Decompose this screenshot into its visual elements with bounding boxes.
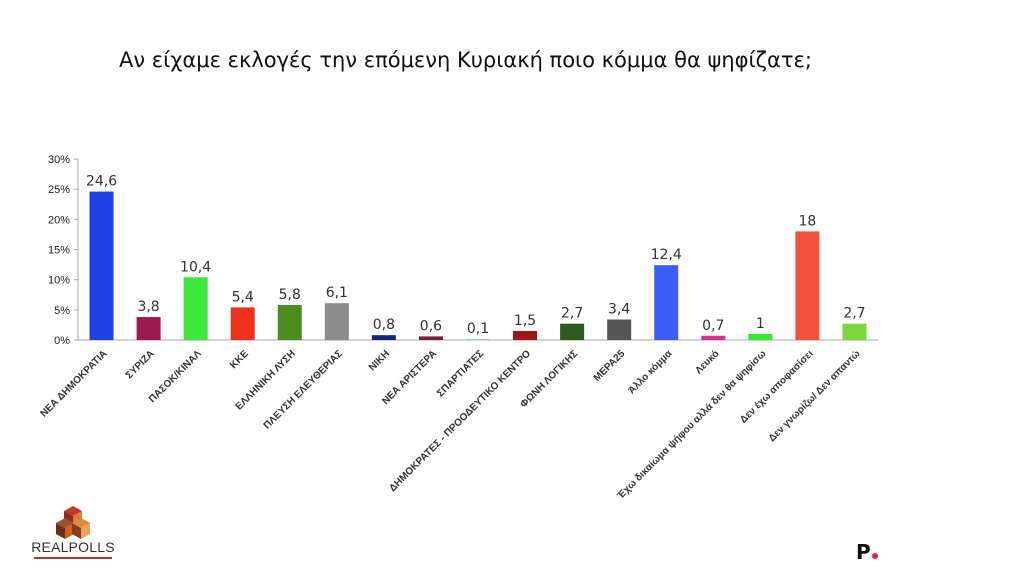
x-tick-label: ΝΙΚΗ [367, 348, 392, 373]
data-label: 5,4 [232, 289, 254, 305]
y-tick-label: 15% [48, 245, 70, 257]
brand-dot [871, 553, 878, 559]
brand-letter: P [856, 540, 871, 564]
data-label: 1,5 [514, 313, 536, 329]
x-tick-label: ΣΠΑΡΤΙΑΤΕΣ [435, 348, 486, 399]
bar [324, 303, 349, 340]
data-label: 1 [756, 316, 765, 332]
x-tick-label: ΚΚΕ [228, 348, 251, 371]
data-label: 0,8 [373, 317, 395, 333]
data-label: 2,7 [843, 306, 865, 322]
x-tick-label: Δεν γνωρίζω/ Δεν απαντώ [767, 348, 863, 444]
data-label: 10,4 [180, 259, 211, 275]
bar [748, 333, 773, 340]
y-tick-label: 30% [48, 154, 70, 166]
data-label: 3,4 [608, 301, 630, 317]
bar [418, 336, 443, 340]
data-label: 0,7 [702, 318, 724, 334]
x-tick-label: ΜΕΡΑ25 [592, 348, 628, 384]
bar [795, 231, 820, 340]
realpolls-cube-icon [56, 506, 90, 539]
x-tick-label: ΝΕΑ ΔΗΜΟΚΡΑΤΙΑ [38, 348, 109, 419]
bar [607, 319, 632, 340]
y-tick-label: 0% [54, 335, 70, 347]
bar [89, 191, 114, 340]
logo-underline [34, 557, 112, 559]
bar [230, 307, 255, 340]
data-label: 6,1 [326, 285, 348, 301]
bar [654, 265, 679, 340]
chart-title: Αν είχαμε εκλογές την επόμενη Κυριακή πο… [119, 48, 812, 72]
bar [371, 335, 396, 340]
bar [842, 323, 867, 340]
y-tick-label: 20% [48, 214, 70, 226]
bar [277, 305, 302, 340]
bar [513, 330, 538, 340]
x-tick-label: ΠΛΕΥΣΗ ΕΛΕΥΘΕΡΙΑΣ [262, 348, 345, 431]
bar [466, 339, 490, 340]
y-tick-label: 10% [48, 275, 70, 287]
logo-text: REALPOLLS [31, 539, 115, 555]
data-label: 0,1 [467, 321, 489, 337]
realpolls-logo: REALPOLLS [28, 505, 118, 565]
data-label: 0,6 [420, 318, 442, 334]
x-tick-label: Άλλο κόμμα [626, 348, 675, 397]
bar [136, 317, 161, 340]
data-label: 2,7 [561, 306, 583, 322]
bar [701, 335, 726, 340]
x-tick-label: ΣΥΡΙΖΑ [124, 348, 157, 381]
bar [183, 277, 208, 340]
data-label: 18 [798, 213, 816, 229]
y-tick-label: 25% [48, 184, 70, 196]
bar [560, 323, 585, 340]
data-label: 12,4 [651, 247, 682, 263]
x-tick-label: Λευκό [693, 348, 721, 376]
data-label: 24,6 [86, 174, 117, 190]
brand-mark: P [856, 540, 878, 564]
y-tick-label: 5% [54, 305, 70, 317]
data-label: 5,8 [279, 287, 301, 303]
data-label: 3,8 [137, 299, 159, 315]
